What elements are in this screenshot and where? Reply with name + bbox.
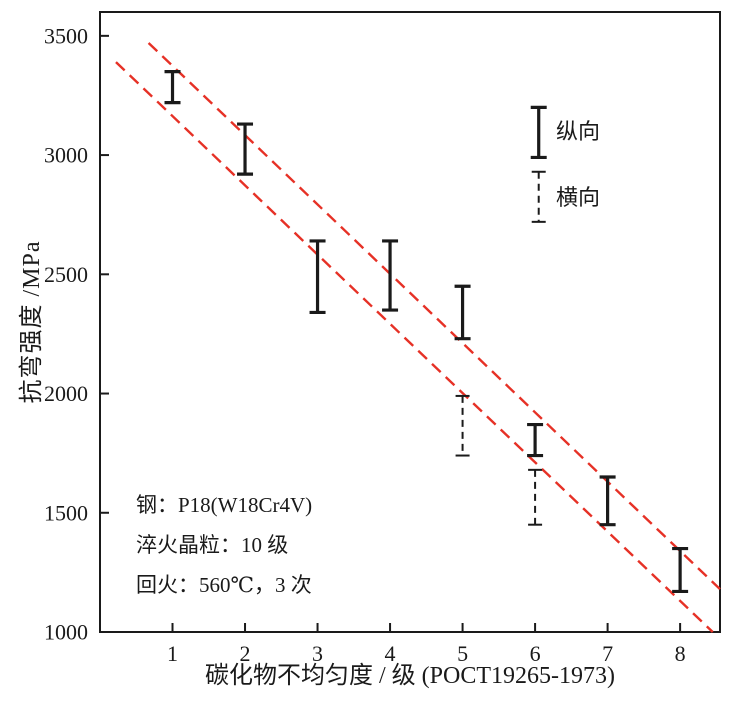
y-tick-label: 3500	[44, 23, 88, 48]
y-axis-label: 抗弯强度 /MPa	[19, 240, 45, 404]
legend-label-transverse: 横向	[556, 185, 601, 210]
x-tick-label: 7	[602, 641, 613, 666]
x-tick-label: 1	[167, 641, 178, 666]
trend-band-line	[115, 61, 714, 633]
x-tick-label: 3	[312, 641, 323, 666]
y-tick-label: 1500	[44, 500, 88, 525]
annotation-block: 钢：P18(W18Cr4V) 淬火晶粒：10 级 回火：560℃，3 次	[136, 485, 312, 605]
y-tick-label: 3000	[44, 143, 88, 168]
x-tick-label: 2	[240, 641, 251, 666]
y-tick-label: 2000	[44, 381, 88, 406]
x-axis-label: 碳化物不均匀度 / 级 (POCT19265-1973)	[205, 663, 615, 689]
plot-border	[99, 11, 721, 633]
x-tick-label: 4	[385, 641, 396, 666]
x-tick-label: 8	[675, 641, 686, 666]
annotation-line-temper: 回火：560℃，3 次	[136, 573, 312, 597]
y-tick-label: 2500	[44, 262, 88, 287]
x-tick-label: 5	[457, 641, 468, 666]
annotation-line-steel: 钢：P18(W18Cr4V)	[136, 493, 313, 517]
legend-label-longitudinal: 纵向	[556, 119, 601, 144]
annotation-line-quench-grain: 淬火晶粒：10 级	[136, 533, 289, 557]
y-tick-label: 1000	[44, 620, 88, 645]
x-tick-label: 6	[530, 641, 541, 666]
